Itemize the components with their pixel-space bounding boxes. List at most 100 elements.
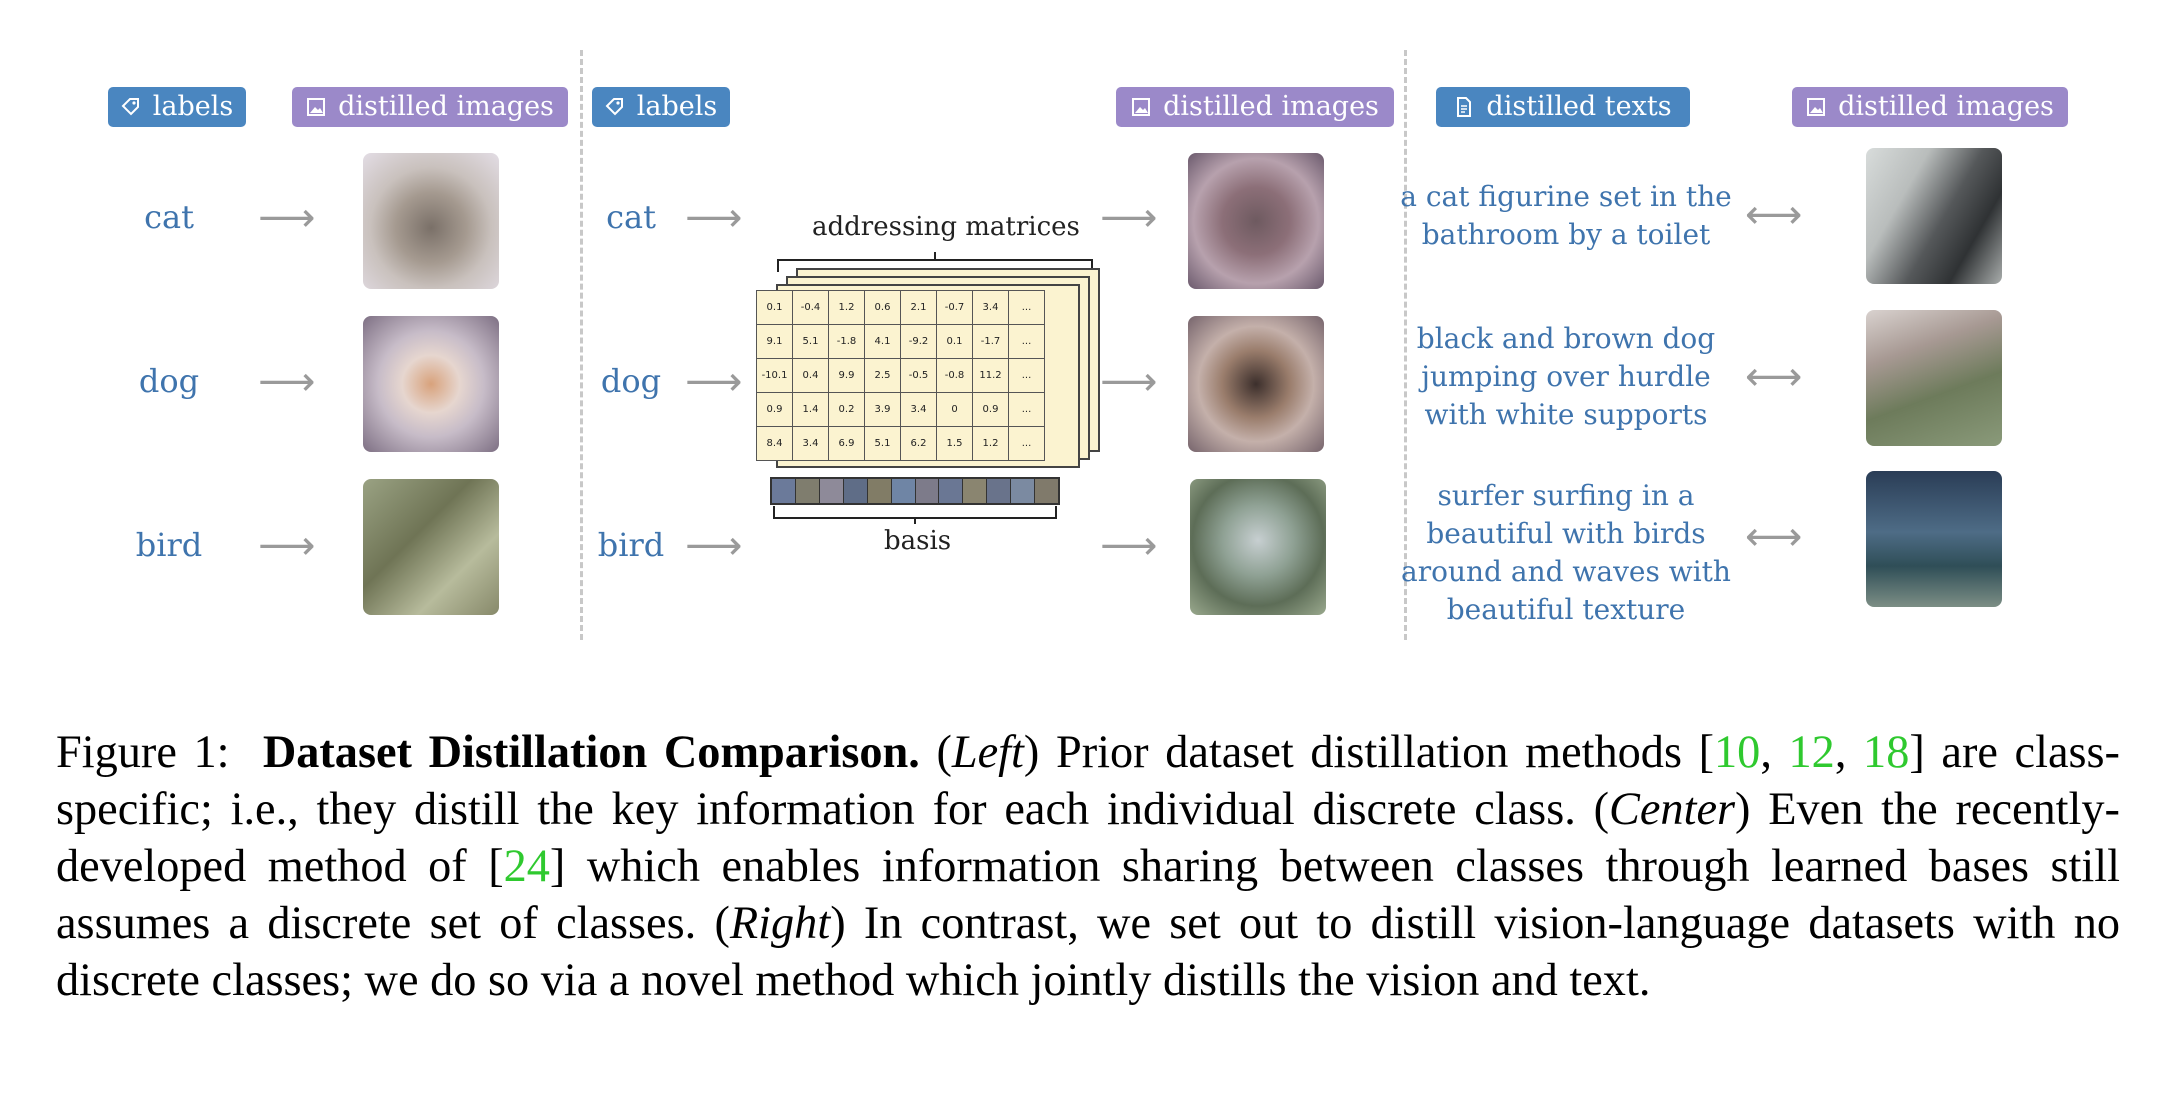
distilled-image-bird-left (363, 479, 499, 615)
matrix-cell: 1.5 (936, 426, 973, 461)
matrix-cell: 3.4 (900, 392, 937, 427)
distilled-text-3-line-4: beautiful texture (1446, 593, 1686, 626)
distilled-text-3-line-2: beautiful with birds (1426, 517, 1706, 550)
matrix-cell: ... (1008, 426, 1045, 461)
matrix-cell: -0.8 (936, 358, 973, 393)
figure-diagram: labels distilled images cat dog bird ⟶ ⟶… (108, 50, 2068, 640)
matrix-cell: 1.2 (828, 290, 865, 325)
distilled-text-2: black and brown dog jumping over hurdle … (1396, 320, 1736, 434)
arrow-cat-center-out: ⟶ (1100, 195, 1158, 241)
matrix-cell: ... (1008, 358, 1045, 393)
class-label-cat-center: cat (606, 198, 656, 236)
addressing-brace (777, 252, 1093, 272)
matrix-row: 9.1 5.1 -1.8 4.1 -9.2 0.1 -1.7... (756, 324, 1045, 359)
document-icon (1457, 97, 1472, 117)
distilled-image-cat-figurine (1866, 148, 2002, 284)
image-icon (1807, 98, 1826, 116)
double-arrow-2: ⟷ (1745, 354, 1803, 400)
caption-prefix: Figure 1: (56, 727, 230, 778)
matrix-cell: -1.8 (828, 324, 865, 359)
arrow-dog-left: ⟶ (258, 359, 316, 405)
arrow-bird-center-in: ⟶ (685, 523, 743, 569)
distilled-images-badge-left-text: distilled images (338, 91, 554, 122)
matrix-cell: 6.2 (900, 426, 937, 461)
figure-caption: Figure 1: Dataset Distillation Compariso… (56, 727, 2120, 1006)
tag-icon (121, 98, 139, 116)
class-label-cat-left: cat (144, 198, 194, 236)
distilled-images-badge-center-text: distilled images (1163, 91, 1379, 122)
caption-part-2: ] are class-specific; i.e., they distill… (56, 727, 2120, 835)
matrix-cell: 1.2 (972, 426, 1009, 461)
matrix-cell: ... (1008, 324, 1045, 359)
matrix-cell: ... (1008, 392, 1045, 427)
caption-left-word: Left (951, 727, 1024, 778)
distilled-text-2-line-1: black and brown dog (1416, 322, 1716, 355)
matrix-cell: 2.5 (864, 358, 901, 393)
matrix-cell: 0.4 (792, 358, 829, 393)
arrow-cat-center-in: ⟶ (685, 195, 743, 241)
caption-center-word: Center (1609, 784, 1736, 835)
caption-right-word: Right (729, 898, 831, 949)
distilled-texts-badge-text: distilled texts (1486, 91, 1672, 122)
matrix-cell: ... (1008, 290, 1045, 325)
basis-brace (773, 506, 1057, 524)
matrix-row: 0.1 -0.4 1.2 0.6 2.1 -0.7 3.4... (756, 290, 1045, 325)
distilled-image-bird-center (1190, 479, 1326, 615)
matrix-cell: 8.4 (756, 426, 793, 461)
matrix-cell: 9.9 (828, 358, 865, 393)
arrow-dog-center-out: ⟶ (1100, 359, 1158, 405)
matrix-cell: -0.4 (792, 290, 829, 325)
citation-18[interactable]: 18 (1863, 727, 1910, 778)
distilled-image-dog-hurdle (1866, 310, 2002, 446)
matrix-cell: 0.9 (756, 392, 793, 427)
distilled-images-badge-left: distilled images (292, 87, 568, 127)
distilled-text-3: surfer surfing in a beautiful with birds… (1396, 477, 1736, 629)
matrix-cell: -0.5 (900, 358, 937, 393)
caption-title: Dataset Distillation Comparison. (262, 727, 920, 778)
image-icon (307, 98, 326, 116)
distilled-text-3-line-3: around and waves with (1401, 555, 1731, 588)
double-arrow-3: ⟷ (1745, 514, 1803, 560)
labels-badge-left-text: labels (152, 91, 234, 122)
distilled-text-1: a cat figurine set in the bathroom by a … (1396, 178, 1736, 254)
distilled-text-2-line-3: with white supports (1424, 398, 1708, 431)
matrix-cell: -9.2 (900, 324, 937, 359)
class-label-bird-left: bird (135, 526, 203, 564)
labels-badge-left: labels (108, 87, 246, 127)
matrix-cell: 3.4 (792, 426, 829, 461)
matrix-cell: 3.9 (864, 392, 901, 427)
distilled-image-cat-center (1188, 153, 1324, 289)
citation-10[interactable]: 10 (1714, 727, 1761, 778)
arrow-cat-left: ⟶ (258, 195, 316, 241)
matrix-cell: -1.7 (972, 324, 1009, 359)
distilled-images-badge-center: distilled images (1116, 87, 1394, 127)
matrix-cell: 0.6 (864, 290, 901, 325)
class-label-dog-center: dog (600, 362, 662, 400)
caption-part-5: ) In contrast, we set out to distill vis… (56, 898, 2120, 1006)
matrix-cell: 1.4 (792, 392, 829, 427)
image-icon (1132, 98, 1151, 116)
distilled-images-badge-right: distilled images (1792, 87, 2068, 127)
matrix-cell: 0.1 (756, 290, 793, 325)
matrix-row: 8.4 3.4 6.9 5.1 6.2 1.5 1.2... (756, 426, 1045, 461)
matrix-cell: -10.1 (756, 358, 793, 393)
matrix-row: 0.9 1.4 0.2 3.9 3.4 0 0.9... (756, 392, 1045, 427)
distilled-text-1-line-1: a cat figurine set in the (1400, 180, 1732, 213)
distilled-texts-badge: distilled texts (1436, 87, 1690, 127)
addressing-matrices-label: addressing matrices (812, 212, 1080, 242)
matrix-cell: 0 (936, 392, 973, 427)
basis-strip (770, 477, 1060, 505)
distilled-image-cat-left (363, 153, 499, 289)
labels-badge-center: labels (592, 87, 730, 127)
matrix-cell: 11.2 (972, 358, 1009, 393)
distilled-text-1-line-2: bathroom by a toilet (1421, 218, 1711, 251)
matrix-cell: -0.7 (936, 290, 973, 325)
arrow-dog-center-in: ⟶ (685, 359, 743, 405)
citation-24[interactable]: 24 (503, 841, 550, 892)
matrix-cell: 2.1 (900, 290, 937, 325)
matrix-cell: 6.9 (828, 426, 865, 461)
addressing-matrix: 0.1 -0.4 1.2 0.6 2.1 -0.7 3.4... 9.1 5.1 -1.8 4.1-… (756, 290, 1045, 461)
distilled-text-2-line-2: jumping over hurdle (1421, 360, 1711, 393)
arrow-bird-center-out: ⟶ (1100, 523, 1158, 569)
citation-12[interactable]: 12 (1788, 727, 1835, 778)
